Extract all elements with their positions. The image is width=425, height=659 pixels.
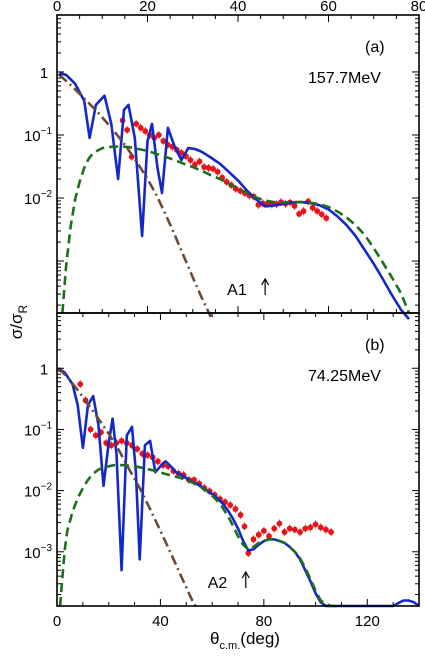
data-point	[214, 168, 221, 175]
data-point	[205, 165, 212, 171]
data-point	[309, 204, 316, 211]
data-point	[302, 525, 309, 532]
data-point	[291, 526, 298, 533]
data-point	[232, 506, 239, 512]
y-tick-exponent: −2	[41, 482, 53, 493]
solid-curve	[57, 367, 420, 608]
data-point	[92, 432, 99, 439]
data-point	[134, 446, 141, 452]
data-point	[255, 531, 262, 538]
y-tick-exponent: −1	[41, 126, 53, 137]
data-point	[318, 211, 325, 218]
solid-curve	[59, 72, 410, 320]
x-tick-label: 60	[320, 0, 337, 15]
x-tick-label: 20	[139, 0, 156, 15]
data-point	[77, 381, 84, 388]
dashed-curve	[61, 145, 411, 314]
data-point	[227, 502, 234, 508]
data-point	[297, 529, 303, 535]
data-point	[266, 533, 272, 540]
data-point	[260, 527, 267, 534]
y-axis-title: σ/σR	[7, 304, 30, 339]
data-point	[241, 523, 248, 530]
data-point	[300, 208, 307, 215]
y-tick-label: 1	[40, 65, 48, 82]
data-point	[281, 529, 288, 535]
data-point	[87, 426, 94, 433]
x-tick-label: 120	[355, 613, 380, 630]
x-axis-title-unit: (deg)	[240, 629, 280, 648]
data-point	[312, 521, 319, 528]
y-tick-label: 10−2	[24, 482, 53, 501]
panel-b: 0 40 80 120 1 10−1 10−2 10−3 (b) 74.25MeV A2	[24, 312, 420, 630]
energy-label: 74.25MeV	[308, 368, 381, 385]
data-point	[142, 128, 149, 135]
data-point	[210, 165, 217, 172]
y-tick-exponent: −2	[41, 189, 53, 200]
data-point	[201, 164, 207, 170]
annotation-label: A2	[208, 575, 228, 592]
x-axis-title-main: θ	[210, 629, 219, 648]
annotation-label: A1	[227, 282, 247, 299]
data-point	[276, 520, 283, 527]
data-point	[271, 525, 278, 532]
data-point	[237, 512, 244, 518]
data-point	[250, 536, 257, 543]
y-tick-exponent: −1	[41, 420, 53, 431]
data-point	[178, 149, 185, 156]
data-point	[155, 132, 162, 138]
y-tick-label: 10−2	[24, 189, 53, 208]
panel-label: (a)	[365, 39, 385, 56]
data-point	[323, 526, 329, 533]
data-point	[137, 124, 144, 131]
y-axis-title-subscript: R	[16, 304, 30, 313]
dashdot-curve	[58, 73, 212, 318]
annotation-arrowhead	[261, 277, 270, 286]
x-tick-label: 0	[53, 0, 61, 15]
y-tick-exponent: −3	[41, 543, 53, 554]
energy-label: 157.7MeV	[308, 70, 381, 87]
data-point	[133, 120, 140, 127]
data-point	[245, 550, 252, 557]
y-tick-label: 1	[40, 361, 48, 378]
data-point	[286, 525, 293, 532]
data-point	[317, 524, 324, 531]
x-tick-label: 40	[230, 0, 247, 15]
x-axis-title-subscript: c.m.	[220, 640, 241, 652]
x-tick-label: 80	[256, 613, 273, 630]
data-point	[144, 452, 151, 459]
x-tick-label: 40	[152, 613, 169, 630]
data-point	[160, 138, 167, 144]
panel-label: (b)	[365, 337, 385, 354]
data-point	[196, 158, 203, 165]
dashdot-curve	[57, 367, 198, 609]
x-tick-label: 0	[53, 613, 61, 630]
data-point	[323, 215, 330, 222]
data-point	[223, 179, 230, 185]
y-tick-label: 10−3	[24, 543, 53, 562]
data-point	[154, 458, 161, 465]
annotation-arrowhead	[241, 570, 250, 579]
data-point	[118, 437, 125, 444]
x-tick-label: 80	[411, 0, 425, 15]
plot-frame	[56, 312, 420, 607]
data-point	[314, 208, 321, 215]
data-point	[187, 157, 194, 163]
y-tick-label: 10−1	[24, 126, 53, 145]
x-axis-title: θc.m.(deg)	[210, 629, 280, 652]
data-point	[296, 210, 302, 217]
y-tick-label: 10−1	[24, 420, 53, 439]
data-point	[124, 127, 131, 133]
data-point	[328, 529, 334, 535]
data-point	[307, 524, 314, 531]
plot-frame	[56, 14, 420, 314]
data-point	[291, 202, 298, 209]
panel-a: 0 20 40 60 80 1 10−1 10−2 (a) 157.7MeV A1	[24, 0, 425, 320]
y-axis-title-main: σ/σ	[7, 313, 26, 339]
dashed-curve	[58, 463, 337, 608]
